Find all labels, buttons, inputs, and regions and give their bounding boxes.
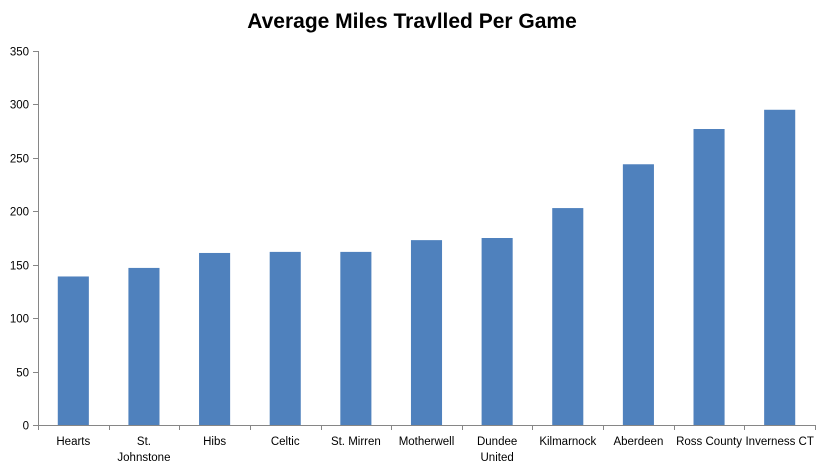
- bar: [269, 251, 301, 425]
- y-tick-label: 0: [23, 421, 29, 433]
- bar: [128, 267, 160, 425]
- y-tick-labels: 0 50 100 150 200 250 300 350: [10, 47, 29, 433]
- bars: [57, 109, 796, 426]
- y-tick-label: 200: [10, 207, 29, 219]
- x-category-label: Aberdeen: [613, 436, 663, 448]
- x-category-label: Dundee: [477, 436, 517, 448]
- x-category-label: St.: [137, 436, 151, 448]
- x-category-label: Inverness CT: [745, 436, 813, 448]
- x-category-label: Johnstone: [117, 452, 170, 464]
- y-tick-label: 100: [10, 314, 29, 326]
- bar: [764, 109, 796, 426]
- y-tick-label: 300: [10, 100, 29, 112]
- bar: [57, 276, 89, 425]
- x-category-labels: Hearts St. Johnstone Hibs Celtic St. Mirren Mo…: [56, 436, 813, 464]
- y-tick-label: 50: [16, 368, 29, 380]
- x-category-label: Celtic: [271, 436, 300, 448]
- x-category-label: Hearts: [56, 436, 90, 448]
- y-tick-label: 350: [10, 47, 29, 59]
- bar: [622, 164, 654, 426]
- x-category-label: Ross County: [676, 436, 742, 448]
- axes: [33, 51, 816, 430]
- y-tick-label: 150: [10, 261, 29, 273]
- bar: [340, 251, 372, 425]
- x-category-label: Kilmarnock: [539, 436, 596, 448]
- bar: [410, 240, 443, 425]
- x-category-label: United: [481, 452, 514, 464]
- y-tick-label: 250: [10, 154, 29, 166]
- bar: [552, 208, 584, 425]
- bar: [481, 238, 513, 425]
- chart-title: Average Miles Travlled Per Game: [247, 10, 577, 33]
- bar: [199, 252, 231, 425]
- bar: [693, 129, 725, 425]
- x-category-label: St. Mirren: [331, 436, 381, 448]
- x-category-label: Hibs: [203, 436, 226, 448]
- x-category-label: Motherwell: [399, 436, 455, 448]
